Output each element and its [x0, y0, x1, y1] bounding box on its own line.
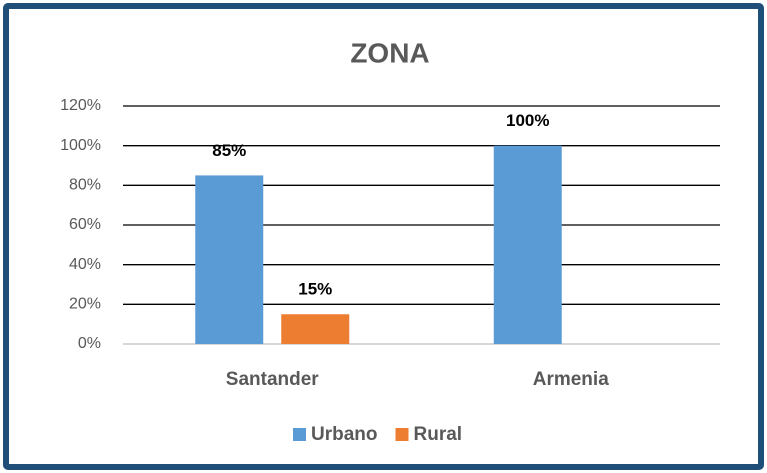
x-tick-label: Armenia	[533, 369, 609, 390]
legend-label: Rural	[414, 424, 463, 445]
legend-label: Urbano	[311, 424, 378, 445]
data-label: 100%	[506, 111, 549, 130]
y-tick-label: 60%	[69, 216, 101, 233]
legend-swatch	[395, 428, 409, 441]
chart-frame	[3, 3, 764, 470]
y-tick-label: 120%	[60, 97, 101, 114]
y-tick-label: 80%	[69, 177, 101, 194]
y-tick-label: 100%	[60, 137, 101, 154]
chart-title: ZONA	[350, 37, 429, 68]
bar	[195, 175, 264, 344]
y-tick-label: 0%	[78, 335, 101, 352]
x-tick-label: Santander	[226, 369, 320, 390]
legend-swatch	[293, 428, 306, 441]
y-tick-label: 20%	[69, 296, 101, 313]
bar	[493, 145, 562, 344]
data-label: 85%	[212, 141, 246, 160]
bar	[281, 314, 350, 344]
data-label: 15%	[298, 280, 332, 299]
y-tick-label: 40%	[69, 256, 101, 273]
